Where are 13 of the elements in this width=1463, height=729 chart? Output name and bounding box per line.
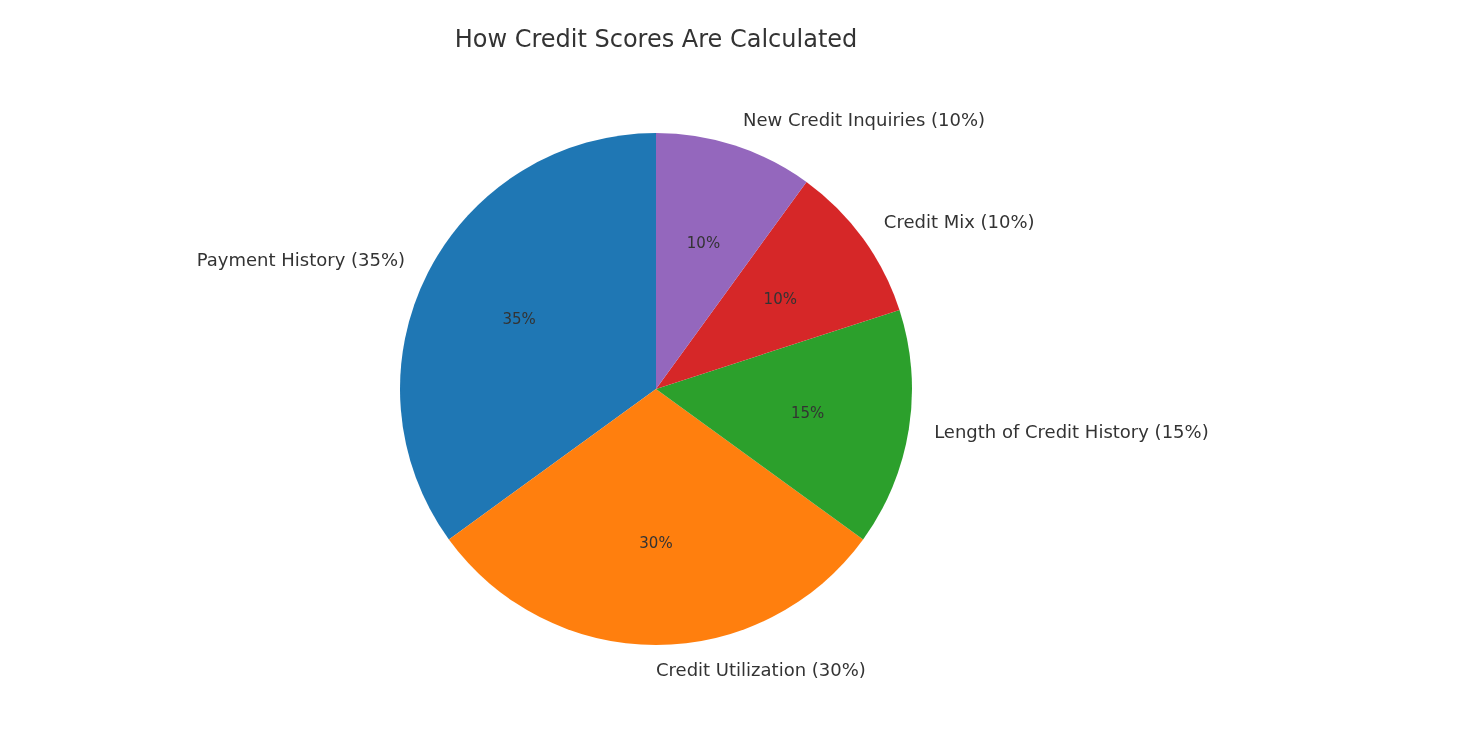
chart-title: How Credit Scores Are Calculated	[454, 25, 858, 53]
data-label: 15%	[791, 404, 825, 423]
data-label: 35%	[502, 310, 536, 329]
pie-slice	[448, 389, 864, 645]
slice-label: Credit Utilization (30%)	[656, 658, 866, 680]
data-label: 30%	[639, 533, 673, 552]
slice-label: Payment History (35%)	[196, 249, 406, 271]
pie-slice	[656, 133, 807, 389]
data-label: 10%	[763, 289, 797, 308]
slice-label: New Credit Inquiries (10%)	[743, 109, 986, 131]
data-label: 10%	[686, 233, 721, 252]
slice-label: Credit Mix (10%)	[883, 211, 1035, 233]
slice-label: Length of Credit History (15%)	[934, 421, 1209, 443]
